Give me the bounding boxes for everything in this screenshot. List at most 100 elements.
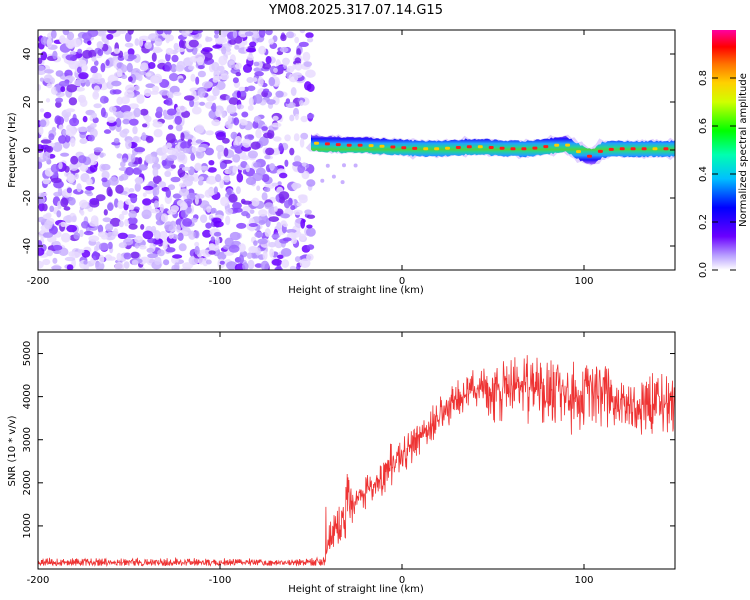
signal-peak [608,147,614,151]
noise-point [120,173,129,181]
noise-point [145,83,155,88]
noise-point [194,101,200,106]
noise-point [273,67,278,74]
noise-point [197,88,206,98]
noise-point [200,214,208,223]
noise-point [186,192,197,201]
noise-point [116,252,122,262]
noise-point [70,155,79,165]
noise-point [297,164,306,174]
noise-point [107,202,114,211]
spectrogram-x-ticks: -200 -100 0 100 [27,30,594,287]
noise-point [285,229,297,234]
noise-point [212,75,223,81]
noise-point [197,65,205,70]
noise-point [228,244,240,253]
signal-peak [379,144,385,148]
noise-point [219,162,226,170]
noise-point [38,260,44,269]
noise-point [138,164,148,171]
noise-point [222,159,233,164]
noise-point [205,259,212,265]
noise-point [181,110,191,118]
noise-point [38,57,43,64]
noise-point [300,115,308,123]
noise-point [195,76,200,85]
noise-point [65,134,71,143]
noise-point [249,209,255,215]
noise-point [254,263,263,268]
x-tick-label: -100 [209,575,232,586]
noise-point [106,33,114,40]
noise-point [147,62,156,69]
noise-point [39,229,45,235]
noise-point [122,157,128,163]
noise-point [126,62,133,73]
noise-point [299,233,306,241]
noise-point [100,62,106,73]
noise-point [240,161,248,168]
noise-point [55,70,64,77]
noise-point [253,162,262,168]
noise-point [65,127,77,137]
noise-point [301,162,307,167]
noise-point [81,221,90,229]
noise-point [236,172,244,183]
noise-point [98,242,109,251]
noise-point [42,203,48,212]
noise-point [50,77,55,85]
noise-point [255,128,262,139]
x-tick-label: 100 [574,276,593,287]
x-tick-label: -100 [209,276,232,287]
noise-point [274,266,283,270]
noise-point [40,192,45,199]
noise-point [175,105,187,113]
noise-point [98,254,105,264]
noise-point [179,182,187,188]
noise-point [122,111,133,118]
noise-point [66,173,76,184]
noise-point [197,70,206,78]
noise-point [207,167,217,173]
noise-scatter [38,30,358,270]
snr-x-label: Height of straight line (km) [288,584,424,595]
noise-point [236,104,245,110]
noise-point [190,73,196,82]
noise-point [320,178,325,183]
noise-point [152,175,162,184]
noise-point [64,165,70,173]
noise-point [165,97,173,106]
noise-point [261,126,268,131]
snr-line [38,355,675,567]
noise-point [238,86,246,92]
noise-point [202,47,213,53]
noise-point [189,99,195,108]
noise-point [286,31,294,39]
noise-point [266,99,276,105]
noise-point [42,178,50,185]
noise-point [163,30,172,35]
noise-point [306,244,315,250]
noise-point [271,258,283,266]
noise-point [235,72,242,77]
noise-point [173,42,179,51]
noise-point [223,147,229,157]
noise-point [60,86,66,93]
noise-point [83,230,94,236]
noise-point [190,217,198,223]
noise-point [187,176,195,182]
noise-point [125,199,132,205]
y-tick-label: 4000 [22,384,33,409]
noise-point [196,56,204,66]
noise-point [166,147,177,155]
noise-point [193,30,203,34]
noise-point [142,192,147,197]
noise-point [103,129,112,134]
noise-point [258,45,266,55]
noise-point [306,113,315,119]
noise-point [183,134,194,140]
noise-point [292,161,302,167]
noise-point [289,147,295,156]
noise-point [122,118,130,125]
noise-point [127,216,138,225]
